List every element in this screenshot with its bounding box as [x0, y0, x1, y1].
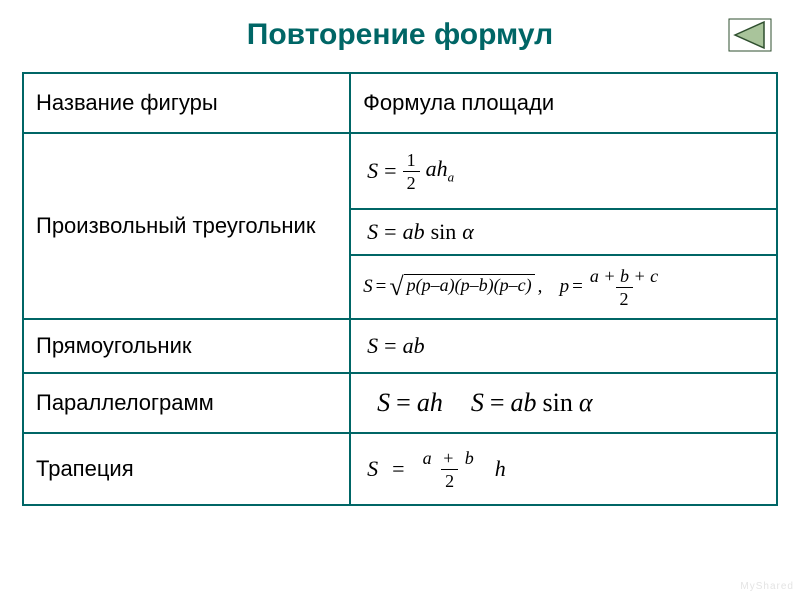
- fraction-ab2: a + b 2: [419, 449, 481, 490]
- frac-num: 1: [403, 151, 420, 171]
- sym-ah: aha: [426, 156, 455, 185]
- page-title: Повторение формул: [0, 0, 800, 64]
- rectangle-formula: S = ab: [350, 319, 777, 373]
- fraction-semi: a + b + c 2: [586, 267, 662, 308]
- formula-body: S = ab: [367, 333, 424, 359]
- sqrt: √ p(p–a)(p–b)(p–c): [389, 274, 534, 300]
- row-rectangle: Прямоугольник S = ab: [23, 319, 777, 373]
- trapezoid-formula: S = a + b 2 h: [350, 433, 777, 505]
- header-formula: Формула площади: [350, 73, 777, 133]
- triangle-left-icon: [728, 18, 772, 52]
- sym-eq: =: [392, 456, 404, 482]
- triangle-formula-3: S = √ p(p–a)(p–b)(p–c) , p = a + b + c 2: [350, 255, 777, 319]
- sym-S: S: [367, 219, 378, 245]
- sym-sin: sin: [431, 219, 457, 245]
- sym-h: h: [495, 456, 506, 482]
- sym-ah: ah: [417, 388, 443, 418]
- formula-body: S = √ p(p–a)(p–b)(p–c) , p = a + b + c 2: [363, 267, 662, 308]
- parallelogram-formulas: S = ah S = ab sin α: [350, 373, 777, 433]
- formula-body: S = a + b 2 h: [367, 449, 506, 490]
- frac-den: 2: [403, 171, 420, 192]
- formula-row: S = ah S = ab sin α: [363, 388, 764, 418]
- sym-p: p: [560, 276, 570, 298]
- sym-alpha: α: [579, 388, 593, 418]
- back-button[interactable]: [728, 18, 772, 52]
- sym-eq: =: [384, 333, 396, 359]
- sym-eq: =: [490, 388, 505, 418]
- watermark: MyShared: [740, 581, 794, 592]
- triangle-name: Произвольный треугольник: [23, 133, 350, 319]
- formula-body: S = 1 2 aha: [367, 151, 454, 192]
- frac-num: a + b: [419, 449, 481, 469]
- trapezoid-name: Трапеция: [23, 433, 350, 505]
- sym-ab: ab: [403, 333, 425, 359]
- parallelogram-name: Параллелограмм: [23, 373, 350, 433]
- sym-eq2: =: [572, 276, 583, 298]
- sym-S: S: [367, 333, 378, 359]
- sym-eq: =: [384, 219, 396, 245]
- sym-S: S: [471, 388, 484, 418]
- row-trapezoid: Трапеция S = a + b 2 h: [23, 433, 777, 505]
- row-parallelogram: Параллелограмм S = ah S = ab sin α: [23, 373, 777, 433]
- rectangle-name: Прямоугольник: [23, 319, 350, 373]
- sym-ab: ab: [511, 388, 537, 418]
- formula-body: S = ab sin α: [367, 219, 474, 245]
- header-shape-name: Название фигуры: [23, 73, 350, 133]
- sym-S: S: [367, 456, 378, 482]
- sym-eq: =: [396, 388, 411, 418]
- sym-S: S: [377, 388, 390, 418]
- sym-S: S: [363, 276, 373, 298]
- fraction-half: 1 2: [403, 151, 420, 192]
- frac-den: 2: [616, 287, 633, 308]
- sym-eq: =: [376, 276, 387, 298]
- row-triangle-1: Произвольный треугольник S = 1 2 aha: [23, 133, 777, 209]
- frac-den: 2: [441, 469, 458, 490]
- table-header-row: Название фигуры Формула площади: [23, 73, 777, 133]
- para-formula-1: S = ah: [377, 388, 443, 418]
- sym-eq: =: [384, 158, 396, 184]
- triangle-formula-2: S = ab sin α: [350, 209, 777, 255]
- para-formula-2: S = ab sin α: [471, 388, 593, 418]
- sym-sin: sin: [543, 388, 573, 418]
- sym-ab: ab: [403, 219, 425, 245]
- formula-table: Название фигуры Формула площади Произвол…: [22, 72, 778, 506]
- sym-S: S: [367, 158, 378, 184]
- sym-alpha: α: [462, 219, 474, 245]
- frac-num: a + b + c: [586, 267, 662, 287]
- triangle-formula-1: S = 1 2 aha: [350, 133, 777, 209]
